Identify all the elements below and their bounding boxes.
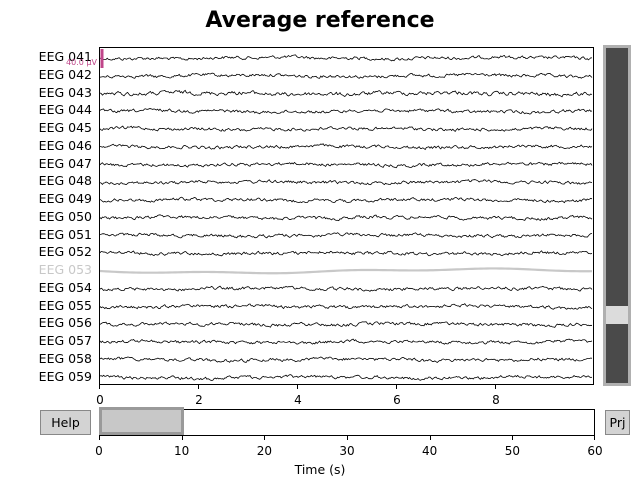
channel-label[interactable]: EEG 041: [38, 49, 92, 64]
channel-trace: [100, 285, 593, 292]
plot-title: Average reference: [205, 8, 435, 33]
time-tick: [99, 385, 100, 389]
overview-tick-label: 10: [174, 444, 190, 458]
overview-tick-label: 20: [256, 444, 272, 458]
channel-scrollbar-track[interactable]: [606, 48, 628, 383]
overview-tick-label: 60: [587, 444, 603, 458]
channel-label[interactable]: EEG 059: [38, 368, 92, 384]
channel-trace: [100, 161, 593, 169]
channel-label[interactable]: EEG 058: [38, 350, 92, 366]
channel-trace: [100, 108, 593, 115]
overview-tick-label: 50: [504, 444, 520, 458]
channel-trace: [100, 143, 593, 151]
channel-label[interactable]: EEG 048: [38, 173, 92, 189]
channel-label[interactable]: EEG 057: [38, 333, 92, 348]
channel-label[interactable]: EEG 055: [38, 297, 92, 313]
channel-label[interactable]: EEG 046: [38, 137, 92, 153]
channel-label[interactable]: EEG 047: [38, 155, 92, 171]
channel-label[interactable]: EEG 052: [38, 244, 92, 260]
channel-label[interactable]: EEG 050: [38, 208, 92, 224]
channel-trace: [100, 374, 593, 381]
time-tick-label: 0: [96, 393, 104, 407]
channel-trace: [100, 89, 593, 98]
channel-trace: [100, 250, 593, 257]
channel-label[interactable]: EEG 043: [38, 84, 92, 100]
overview-tick-label: 40: [422, 444, 438, 458]
time-tick-label: 4: [294, 393, 302, 407]
projections-button[interactable]: Prj: [605, 410, 630, 435]
channel-label[interactable]: EEG 045: [38, 120, 92, 135]
channel-trace: [100, 125, 593, 133]
channel-trace: [100, 232, 593, 239]
time-scrollbar-window[interactable]: [99, 407, 184, 435]
channel-scrollbar[interactable]: [603, 45, 631, 386]
time-tick: [495, 385, 496, 389]
overview-tick: [347, 436, 348, 440]
overview-tick: [264, 436, 266, 440]
channel-trace: [100, 267, 593, 275]
scale-bar-label: 40.0 µV: [66, 58, 97, 67]
overview-tick: [429, 436, 431, 440]
channel-label[interactable]: EEG 042: [38, 66, 92, 82]
channel-scrollbar-bad-marker[interactable]: [606, 306, 628, 324]
overview-tick: [594, 436, 595, 440]
signal-plot[interactable]: [99, 47, 594, 385]
time-tick: [198, 385, 199, 389]
channel-label[interactable]: EEG 053: [38, 262, 92, 277]
channel-label[interactable]: EEG 049: [38, 191, 92, 206]
channel-label[interactable]: EEG 054: [38, 279, 92, 295]
signal-traces: [100, 49, 593, 381]
time-scrollbar[interactable]: [99, 407, 595, 436]
channel-trace: [100, 196, 593, 204]
time-tick-label: 8: [492, 393, 500, 407]
overview-tick: [99, 436, 100, 440]
help-button[interactable]: Help: [40, 410, 91, 435]
channel-trace: [100, 214, 593, 222]
channel-trace: [100, 356, 593, 363]
channel-trace: [100, 321, 593, 328]
channel-label[interactable]: EEG 056: [38, 315, 92, 331]
channel-trace: [100, 179, 593, 186]
channel-label[interactable]: EEG 051: [38, 226, 92, 242]
overview-tick: [181, 436, 183, 440]
channel-trace: [100, 54, 593, 62]
overview-tick-label: 0: [95, 444, 103, 458]
time-tick-label: 2: [195, 393, 203, 407]
time-tick: [396, 385, 397, 389]
channel-trace: [100, 303, 593, 310]
overview-tick-label: 30: [339, 444, 355, 458]
time-tick-label: 6: [393, 393, 401, 407]
time-tick: [297, 385, 298, 389]
x-axis-label: Time (s): [294, 462, 346, 477]
channel-label[interactable]: EEG 044: [38, 102, 92, 118]
overview-tick: [512, 436, 514, 440]
channel-trace: [100, 338, 593, 345]
channel-trace: [100, 72, 593, 79]
